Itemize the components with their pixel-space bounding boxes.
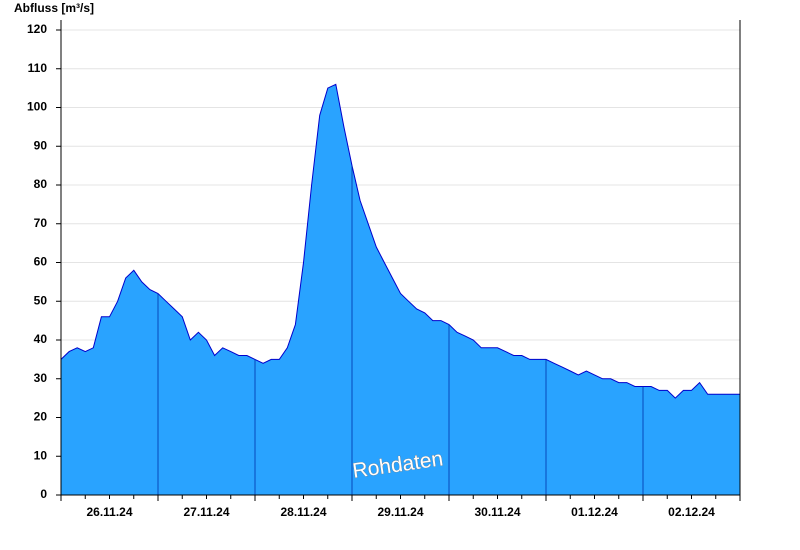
x-tick-label: 28.11.24: [280, 505, 326, 519]
y-tick-label: 10: [34, 448, 48, 462]
y-tick-label: 0: [40, 487, 47, 501]
x-tick-label: 27.11.24: [183, 505, 229, 519]
line: [60, 83, 740, 399]
x-tick-label: 01.12.24: [571, 505, 618, 519]
y-tick-label: 120: [27, 22, 47, 36]
y-tick-label: 40: [34, 332, 48, 346]
area: [61, 84, 740, 496]
x-tick-label: 29.11.24: [377, 505, 423, 519]
y-tick-label: 100: [27, 100, 47, 114]
y-tick-label: 30: [34, 371, 48, 385]
y-tick-label: 50: [34, 293, 48, 307]
y-tick-label: 20: [34, 410, 48, 424]
y-tick-label: 110: [28, 61, 48, 75]
x-tick-label: 26.11.24: [86, 505, 132, 519]
y-tick-label: 60: [34, 255, 48, 269]
y-tick-label: 80: [34, 177, 48, 191]
x-tick-label: 02.12.24: [668, 505, 715, 519]
y-tick-label: 90: [34, 138, 48, 152]
x-tick-label: 30.11.24: [474, 505, 520, 519]
y-tick-label: 70: [34, 216, 48, 230]
y-axis-title: Abfluss [m³/s]: [14, 1, 94, 15]
